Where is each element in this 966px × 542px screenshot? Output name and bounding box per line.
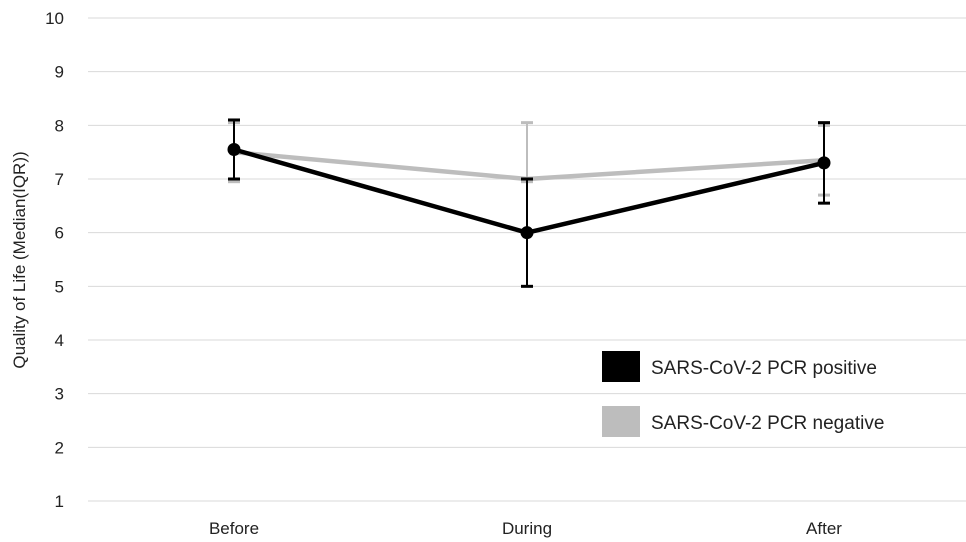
error-bar	[521, 121, 533, 184]
data-point	[817, 156, 831, 170]
x-tick-label: During	[502, 519, 552, 538]
legend-swatch	[602, 406, 640, 437]
y-tick-label: 3	[55, 385, 64, 404]
y-tick-label: 2	[55, 438, 64, 457]
legend-item: SARS-CoV-2 PCR negative	[602, 406, 884, 437]
y-tick-label: 1	[55, 492, 64, 511]
x-tick-label: Before	[209, 519, 259, 538]
legend-label: SARS-CoV-2 PCR positive	[651, 358, 877, 379]
y-tick-label: 7	[55, 170, 64, 189]
y-tick-label: 9	[55, 63, 64, 82]
y-tick-label: 6	[55, 224, 64, 243]
legend-item: SARS-CoV-2 PCR positive	[602, 351, 877, 382]
y-axis-ticks: 1 2 3 4 5 6 7 8 9 10	[45, 9, 64, 511]
series-group	[227, 118, 831, 288]
series-positive	[227, 118, 831, 288]
x-axis-ticks: Before During After	[209, 519, 842, 538]
data-point	[227, 142, 241, 156]
y-axis-title: Quality of Life (Median(IQR))	[10, 151, 29, 368]
legend-label: SARS-CoV-2 PCR negative	[651, 413, 884, 434]
legend-swatch	[602, 351, 640, 382]
y-tick-label: 8	[55, 116, 64, 135]
y-tick-label: 4	[55, 331, 64, 350]
y-tick-label: 5	[55, 277, 64, 296]
x-tick-label: After	[806, 519, 842, 538]
data-point	[520, 226, 534, 240]
legend: SARS-CoV-2 PCR positive SARS-CoV-2 PCR ne…	[602, 351, 884, 437]
y-tick-label: 10	[45, 9, 64, 28]
